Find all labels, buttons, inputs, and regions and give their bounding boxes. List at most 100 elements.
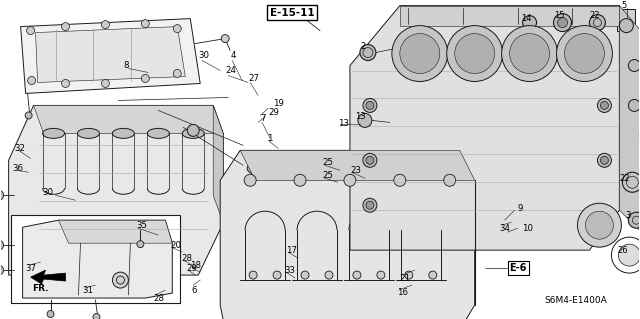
Circle shape: [589, 15, 605, 31]
Text: 6: 6: [191, 286, 196, 294]
Circle shape: [353, 271, 361, 279]
Circle shape: [273, 271, 281, 279]
Polygon shape: [20, 19, 200, 93]
Circle shape: [173, 25, 181, 33]
Text: 26: 26: [618, 246, 628, 255]
Polygon shape: [58, 220, 172, 243]
Text: 1: 1: [267, 134, 273, 143]
Circle shape: [392, 26, 448, 81]
Text: E-15-11: E-15-11: [270, 8, 315, 18]
Text: 36: 36: [13, 164, 24, 173]
Text: 7: 7: [260, 114, 266, 123]
Circle shape: [344, 174, 356, 186]
Circle shape: [363, 198, 377, 212]
Circle shape: [188, 124, 199, 137]
Text: S6M4-E1400A: S6M4-E1400A: [545, 295, 607, 305]
Text: 8: 8: [124, 61, 129, 70]
Circle shape: [639, 127, 640, 143]
Text: 22: 22: [620, 174, 630, 183]
Circle shape: [620, 19, 634, 33]
Ellipse shape: [182, 128, 204, 138]
Text: 3: 3: [625, 211, 631, 220]
Text: 33: 33: [284, 266, 295, 275]
Ellipse shape: [77, 128, 99, 138]
Circle shape: [137, 241, 144, 248]
Ellipse shape: [299, 160, 335, 176]
Circle shape: [622, 172, 640, 192]
Text: 24: 24: [225, 66, 236, 75]
Polygon shape: [220, 150, 475, 319]
Circle shape: [47, 310, 54, 317]
Text: 9: 9: [518, 204, 523, 213]
Text: 32: 32: [15, 144, 26, 153]
Circle shape: [301, 271, 309, 279]
Circle shape: [564, 33, 604, 73]
Circle shape: [586, 211, 613, 239]
Circle shape: [141, 19, 149, 28]
Circle shape: [294, 174, 306, 186]
Text: 2: 2: [360, 42, 365, 51]
Circle shape: [447, 26, 502, 81]
Text: 18: 18: [190, 261, 201, 270]
Text: E-15-11: E-15-11: [270, 8, 315, 18]
Circle shape: [394, 174, 406, 186]
Text: 22: 22: [589, 11, 600, 20]
Text: 25: 25: [322, 171, 333, 180]
Circle shape: [618, 244, 640, 266]
Circle shape: [221, 34, 229, 42]
Circle shape: [244, 174, 256, 186]
Ellipse shape: [351, 160, 387, 176]
Text: 34: 34: [500, 224, 511, 233]
Circle shape: [628, 100, 640, 111]
Circle shape: [363, 99, 377, 112]
Circle shape: [102, 21, 109, 29]
Circle shape: [509, 33, 550, 73]
Circle shape: [597, 153, 611, 167]
Circle shape: [28, 77, 36, 85]
Circle shape: [25, 112, 32, 119]
Polygon shape: [213, 106, 223, 223]
Polygon shape: [31, 270, 65, 284]
Circle shape: [113, 272, 129, 288]
Text: 19: 19: [273, 99, 284, 108]
Circle shape: [173, 70, 181, 78]
Circle shape: [400, 33, 440, 73]
Text: 30: 30: [198, 51, 209, 60]
Circle shape: [366, 101, 374, 109]
Polygon shape: [400, 6, 620, 26]
Polygon shape: [36, 26, 185, 83]
Ellipse shape: [147, 128, 170, 138]
Polygon shape: [33, 106, 223, 133]
Text: 31: 31: [83, 286, 93, 294]
Polygon shape: [350, 6, 620, 250]
Text: 14: 14: [522, 14, 532, 23]
Circle shape: [249, 271, 257, 279]
Text: 15: 15: [554, 11, 565, 20]
Circle shape: [639, 167, 640, 183]
Text: 30: 30: [43, 188, 54, 197]
Bar: [618, 9, 636, 31]
Circle shape: [557, 18, 568, 28]
Text: 21: 21: [400, 274, 411, 283]
Circle shape: [597, 99, 611, 112]
Text: E-6: E-6: [509, 263, 527, 273]
Ellipse shape: [113, 128, 134, 138]
Circle shape: [557, 26, 612, 81]
Text: FR.: FR.: [33, 284, 49, 293]
Text: 10: 10: [522, 224, 532, 233]
Circle shape: [93, 314, 100, 319]
Text: 25: 25: [322, 158, 333, 167]
Polygon shape: [22, 220, 172, 298]
Circle shape: [0, 240, 4, 250]
Circle shape: [366, 156, 374, 164]
Circle shape: [600, 101, 609, 109]
Ellipse shape: [43, 128, 65, 138]
Circle shape: [358, 114, 372, 127]
Circle shape: [61, 79, 70, 87]
Circle shape: [577, 203, 621, 247]
Ellipse shape: [403, 160, 439, 176]
Circle shape: [366, 201, 374, 209]
Text: 4: 4: [230, 51, 236, 60]
Bar: [11, 215, 180, 303]
Circle shape: [429, 271, 436, 279]
